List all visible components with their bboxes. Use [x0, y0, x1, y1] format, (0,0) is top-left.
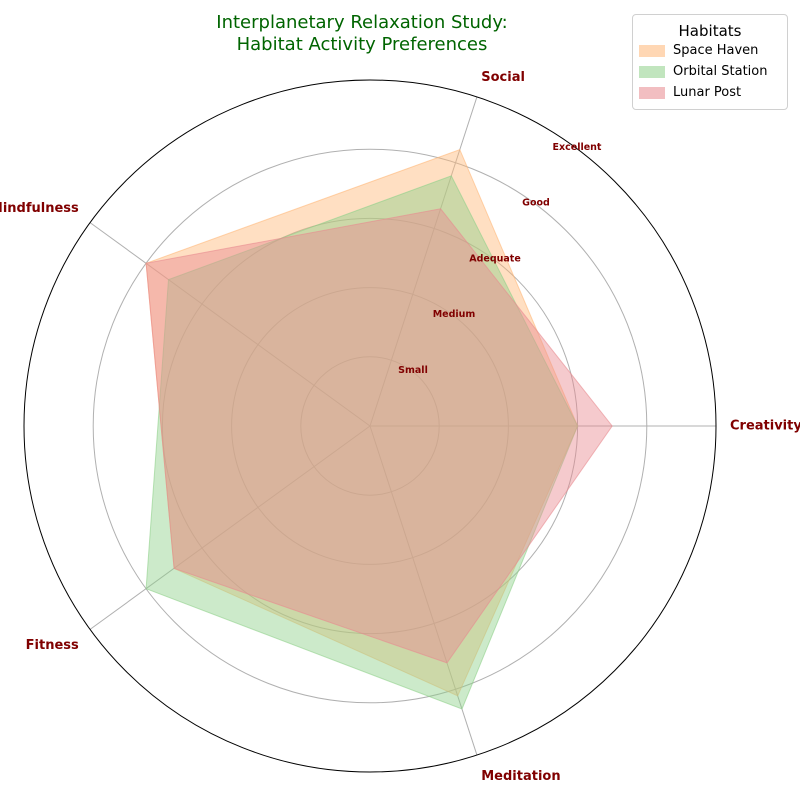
legend-item-lunar-post: Lunar Post	[639, 82, 787, 103]
chart-title-line-2: Habitat Activity Preferences	[236, 34, 488, 55]
axis-label-social: Social	[481, 70, 525, 85]
legend-label-space-haven: Space Haven	[673, 43, 759, 58]
axis-label-meditation: Meditation	[481, 769, 560, 784]
axis-label-creativity: Creativity	[730, 419, 800, 434]
grid-spoke-social	[369, 96, 478, 427]
scale-label-small: Small	[398, 365, 428, 376]
axis-label-mindfulness: Mindfulness	[0, 201, 79, 216]
scale-label-adequate: Adequate	[469, 253, 521, 264]
series-area-orbital-station	[145, 175, 579, 710]
legend: Habitats Space Haven Orbital Station Lun…	[632, 14, 788, 110]
grid-spoke-fitness	[89, 425, 371, 630]
grid-spoke-meditation	[369, 425, 478, 756]
chart-title: Interplanetary Relaxation Study: Habitat…	[0, 12, 724, 56]
legend-label-lunar-post: Lunar Post	[673, 85, 742, 100]
legend-title: Habitats	[678, 22, 742, 40]
legend-label-orbital-station: Orbital Station	[673, 64, 768, 79]
scale-label-medium: Medium	[433, 309, 476, 320]
scale-label-excellent: Excellent	[553, 142, 602, 153]
legend-swatch-space-haven	[639, 44, 665, 57]
scale-label-good: Good	[522, 198, 550, 209]
legend-item-space-haven: Space Haven	[639, 40, 787, 61]
legend-swatch-lunar-post	[639, 86, 665, 99]
axis-label-fitness: Fitness	[26, 638, 79, 653]
grid-spoke-mindfulness	[89, 222, 371, 427]
legend-swatch-orbital-station	[639, 65, 665, 78]
outer-frame	[23, 79, 717, 773]
legend-item-orbital-station: Orbital Station	[639, 61, 787, 82]
series-area-lunar-post	[145, 208, 613, 664]
chart-title-line-1: Interplanetary Relaxation Study:	[216, 12, 508, 33]
